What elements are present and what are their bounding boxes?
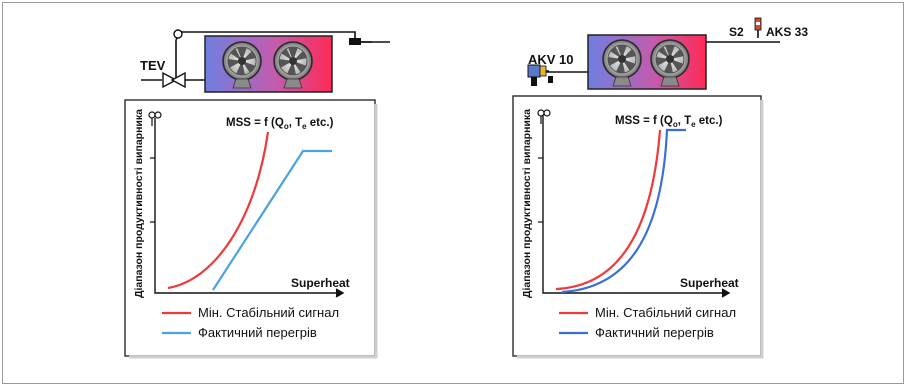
aks33-label: AKS 33 [766, 25, 808, 39]
right-legend: Мін. Стабільний сигнал Фактичний перегрі… [559, 305, 736, 340]
right-formula: MSS = f (Qo, Te etc.) [615, 115, 723, 129]
left-sensor-icon [349, 38, 361, 45]
left-mss-curve [167, 131, 270, 290]
left-capacity-icon [148, 111, 162, 126]
left-axes [154, 118, 345, 298]
right-chart-box [512, 95, 762, 357]
s2-label: S2 [729, 25, 744, 39]
left-legend: Мін. Стабільний сигнал Фактичний перегрі… [162, 305, 339, 340]
right-legend-label-2: Фактичний перегрів [595, 325, 714, 340]
left-panel: TEV MSS = f (Qo, Te etc.) Діапазон проду… [124, 29, 390, 359]
right-superheat-curve [561, 128, 686, 294]
left-bulb-icon [173, 29, 183, 39]
left-legend-label-2: Фактичний перегрів [198, 325, 317, 340]
right-legend-label-1: Мін. Стабільний сигнал [595, 305, 736, 320]
tev-label: TEV [140, 58, 166, 73]
left-x-axis-label: Superheat [291, 276, 350, 290]
left-superheat-line [212, 149, 332, 291]
left-legend-label-1: Мін. Стабільний сигнал [198, 305, 339, 320]
right-panel: AKV 10 S2 AKS 33 MSS = f (Qo, [512, 17, 808, 359]
tev-valve-icon [162, 71, 186, 89]
left-formula: MSS = f (Qo, Te etc.) [226, 117, 334, 131]
aks33-sensor-icon [754, 17, 762, 31]
right-mss-curve [555, 129, 662, 291]
akv-valve-icon [527, 64, 553, 86]
right-capacity-icon [537, 109, 551, 124]
left-y-ticks [150, 157, 155, 223]
left-y-axis-label: Діапазон продуктивності випарника [133, 109, 145, 298]
akv-label: AKV 10 [528, 52, 574, 67]
right-axes [542, 115, 731, 298]
right-y-ticks [538, 157, 543, 223]
right-x-axis-label: Superheat [680, 276, 739, 290]
right-y-axis-label: Діапазон продуктивності випарника [521, 109, 533, 298]
